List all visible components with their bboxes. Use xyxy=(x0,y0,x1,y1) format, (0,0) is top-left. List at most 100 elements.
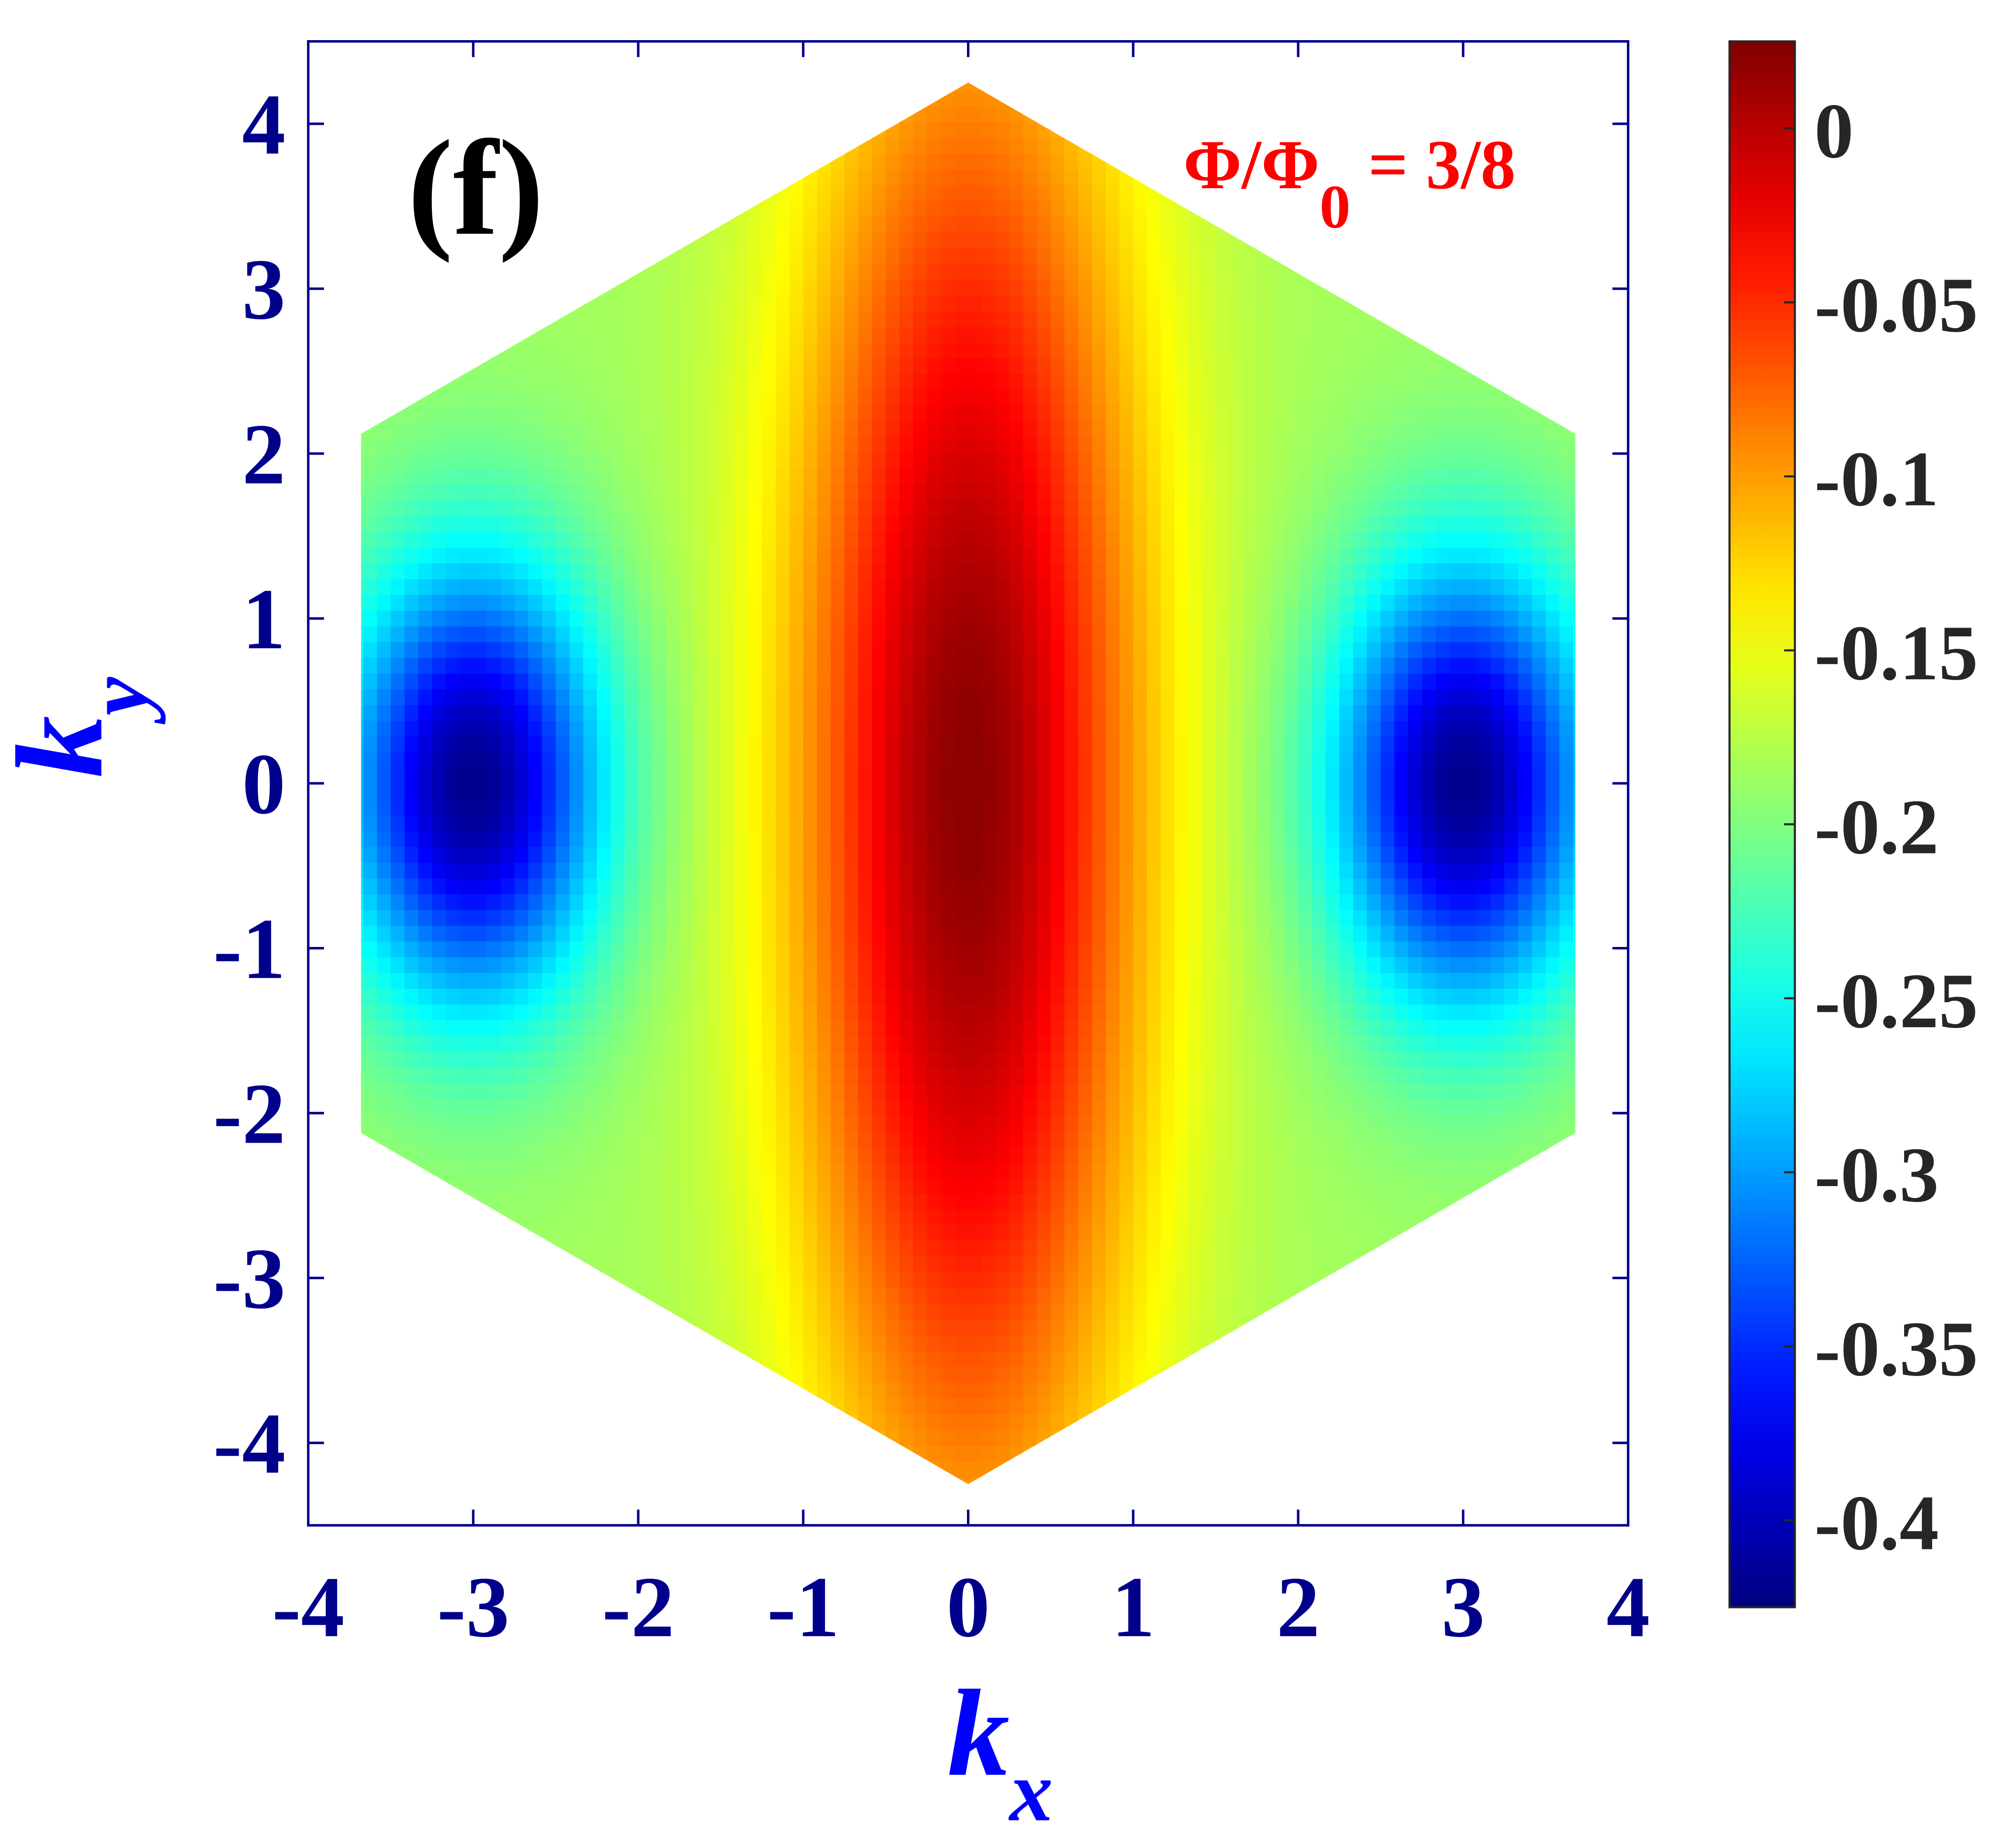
heatmap-cell xyxy=(1064,752,1079,768)
heatmap-cell xyxy=(982,232,996,249)
heatmap-cell xyxy=(624,972,639,989)
heatmap-cell xyxy=(652,1130,667,1146)
heatmap-cell xyxy=(404,421,419,438)
heatmap-cell xyxy=(858,500,873,516)
heatmap-cell xyxy=(803,1256,818,1273)
heatmap-cell xyxy=(803,830,818,847)
heatmap-cell xyxy=(514,783,529,800)
heatmap-cell xyxy=(679,1397,694,1414)
heatmap-cell xyxy=(611,421,625,438)
heatmap-cell xyxy=(872,752,887,768)
heatmap-cell xyxy=(1009,389,1024,406)
heatmap-cell xyxy=(1051,752,1065,768)
heatmap-cell xyxy=(844,752,859,768)
heatmap-cell xyxy=(1023,956,1038,973)
heatmap-cell xyxy=(803,878,818,894)
heatmap-cell xyxy=(418,610,433,627)
heatmap-cell xyxy=(377,1461,391,1477)
heatmap-cell xyxy=(1064,1177,1079,1194)
heatmap-cell xyxy=(927,1272,941,1288)
heatmap-cell xyxy=(830,689,845,705)
heatmap-cell xyxy=(872,1240,887,1257)
heatmap-cell xyxy=(940,326,955,343)
heatmap-cell xyxy=(913,1161,928,1178)
heatmap-cell xyxy=(1009,925,1024,942)
heatmap-cell xyxy=(775,153,790,170)
heatmap-cell xyxy=(734,82,749,91)
heatmap-cell xyxy=(693,1067,708,1083)
heatmap-cell xyxy=(624,1130,639,1146)
heatmap-cell xyxy=(638,594,653,611)
heatmap-cell xyxy=(361,767,364,784)
heatmap-cell xyxy=(446,1287,460,1304)
heatmap-cell xyxy=(775,452,790,469)
heatmap-cell xyxy=(377,594,391,611)
heatmap-cell xyxy=(885,1397,900,1414)
heatmap-cell xyxy=(556,705,570,721)
heatmap-cell xyxy=(611,247,625,264)
heatmap-cell xyxy=(638,988,653,1005)
heatmap-cell xyxy=(391,1397,405,1414)
heatmap-cell xyxy=(446,988,460,1005)
heatmap-cell xyxy=(597,846,612,863)
heatmap-cell xyxy=(473,90,488,107)
heatmap-cell xyxy=(404,846,419,863)
heatmap-cell xyxy=(762,1035,777,1052)
heatmap-cell xyxy=(1051,122,1065,138)
heatmap-cell xyxy=(1037,484,1051,501)
heatmap-cell xyxy=(968,1319,983,1335)
heatmap-cell xyxy=(1106,1382,1120,1399)
heatmap-cell xyxy=(514,988,529,1005)
heatmap-cell xyxy=(775,1413,790,1430)
heatmap-cell xyxy=(913,1193,928,1210)
heatmap-cell xyxy=(693,1350,708,1367)
heatmap-cell xyxy=(1051,705,1065,721)
heatmap-cell xyxy=(514,1114,529,1131)
heatmap-cell xyxy=(597,547,612,563)
heatmap-cell xyxy=(611,374,625,390)
heatmap-cell xyxy=(748,1476,763,1484)
heatmap-cell xyxy=(844,1177,859,1194)
heatmap-cell xyxy=(679,909,694,926)
heatmap-cell xyxy=(1023,342,1038,359)
heatmap-cell xyxy=(872,326,887,343)
heatmap-cell xyxy=(556,862,570,879)
heatmap-cell xyxy=(1078,578,1093,595)
heatmap-cell xyxy=(611,82,625,91)
heatmap-cell xyxy=(638,326,653,343)
heatmap-cell xyxy=(844,122,859,138)
heatmap-cell xyxy=(913,1146,928,1162)
heatmap-cell xyxy=(885,547,900,563)
heatmap-cell xyxy=(982,547,996,563)
heatmap-cell xyxy=(775,1335,790,1351)
heatmap-cell xyxy=(473,1272,488,1288)
heatmap-cell xyxy=(844,578,859,595)
heatmap-cell xyxy=(501,1146,515,1162)
heatmap-cell xyxy=(762,374,777,390)
heatmap-cell xyxy=(666,578,680,595)
heatmap-cell xyxy=(624,956,639,973)
heatmap-cell xyxy=(583,815,598,832)
heatmap-cell xyxy=(597,720,612,737)
heatmap-cell xyxy=(913,122,928,138)
heatmap-cell xyxy=(720,358,735,374)
heatmap-cell xyxy=(693,894,708,910)
heatmap-cell xyxy=(459,1208,474,1225)
heatmap-cell xyxy=(391,452,405,469)
heatmap-cell xyxy=(954,547,969,563)
heatmap-cell xyxy=(363,972,378,989)
heatmap-cell xyxy=(652,389,667,406)
heatmap-cell xyxy=(872,1319,887,1335)
heatmap-cell xyxy=(954,988,969,1005)
heatmap-cell xyxy=(432,1067,446,1083)
heatmap-cell xyxy=(459,1161,474,1178)
heatmap-cell xyxy=(652,405,667,422)
heatmap-cell xyxy=(556,1161,570,1178)
heatmap-cell xyxy=(666,1319,680,1335)
heatmap-cell xyxy=(885,673,900,690)
heatmap-cell xyxy=(652,1461,667,1477)
heatmap-cell xyxy=(1009,815,1024,832)
heatmap-cell xyxy=(404,783,419,800)
heatmap-cell xyxy=(556,736,570,753)
heatmap-cell xyxy=(996,374,1010,390)
